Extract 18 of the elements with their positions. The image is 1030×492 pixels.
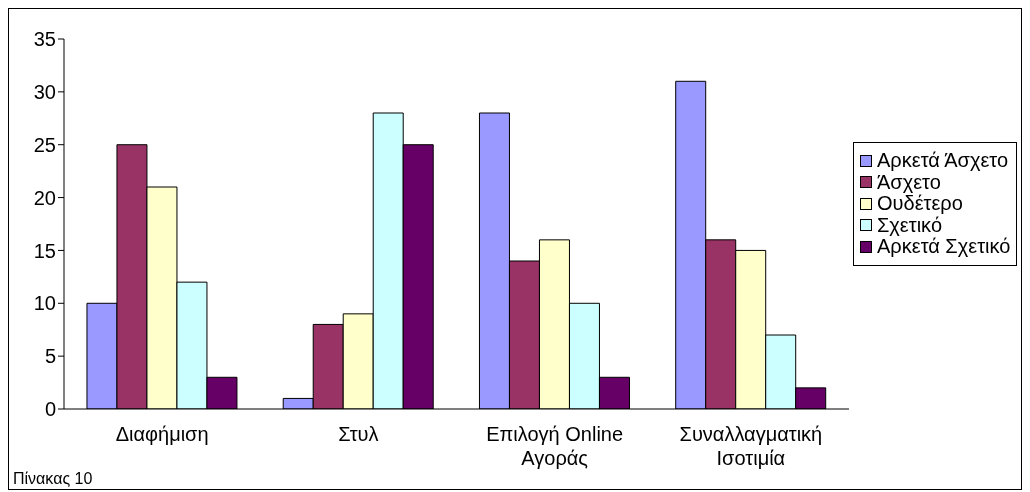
y-tick-label: 10 (33, 292, 56, 315)
y-tick-label: 15 (33, 239, 56, 262)
legend-label: Ουδέτερο (877, 192, 963, 216)
legend-label: Σχετικό (877, 213, 942, 237)
legend-label: Αρκετά Άσχετο (877, 149, 1009, 173)
y-tick-label: 5 (44, 345, 56, 368)
legend-label: Αρκετά Σχετικό (877, 235, 1011, 259)
x-tick-label: Επιλογή Online Αγοράς (486, 423, 624, 469)
x-tick-label: Στυλ (338, 423, 379, 445)
x-tick-label: Συναλλαγματική Ισοτιμία (679, 423, 823, 469)
x-tick-label: Διαφήμιση (115, 423, 209, 445)
y-tick-label: 20 (33, 186, 56, 209)
y-tick-label: 0 (44, 398, 56, 421)
y-tick-label: 25 (33, 133, 56, 156)
y-tick-label: 35 (33, 28, 56, 51)
text: Πίνακας 10 (13, 470, 93, 488)
y-tick-label: 30 (33, 80, 56, 103)
legend-label: Άσχετο (877, 170, 941, 194)
